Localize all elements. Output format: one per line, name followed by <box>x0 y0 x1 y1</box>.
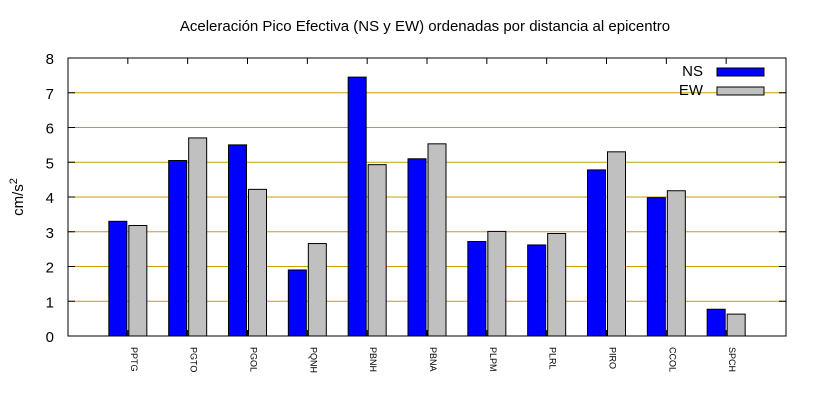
bar-ns-plrl <box>527 244 547 337</box>
y-tick-label: 4 <box>46 190 54 207</box>
bar-ns-piro <box>587 169 606 337</box>
y-tick-label: 6 <box>46 121 54 138</box>
legend-swatch-ew <box>716 86 765 96</box>
y-axis-label-exponent: 2 <box>8 178 20 184</box>
bar-ns-ccol <box>646 197 666 337</box>
legend-label-ew: EW <box>679 82 704 99</box>
bar-ns-pbna <box>407 158 427 337</box>
y-tick-label: 1 <box>46 294 54 311</box>
bar-ew-pgto <box>188 137 208 337</box>
x-tick-label: PIRO <box>608 347 618 369</box>
x-tick-label: PLRL <box>548 347 558 370</box>
bar-ew-plrl <box>547 232 567 337</box>
bar-ew-pptg <box>128 224 148 337</box>
bar-ew-piro <box>607 151 626 337</box>
bar-ew-spch <box>726 313 746 337</box>
y-tick-label: 0 <box>46 329 54 346</box>
x-axis-ticks: PPTG PGTO PGOL PQNH PBNH PBNA PLPM PLRL PIRO CCOL… <box>127 58 737 373</box>
chart-title: Aceleración Pico Efectiva (NS y EW) orde… <box>180 18 670 35</box>
bar-ns-pgol <box>228 144 247 337</box>
y-tick-label: 2 <box>46 260 54 277</box>
bar-ns-pbnh <box>347 76 367 337</box>
bar-ew-pbnh <box>367 164 387 337</box>
x-tick-label: PQNH <box>308 347 318 373</box>
x-tick-label: PBNH <box>368 347 378 372</box>
x-tick-label: PGTO <box>189 347 199 372</box>
bar-ns-spch <box>706 308 726 337</box>
bar-ew-pqnh <box>307 243 327 337</box>
y-tick-label: 5 <box>46 155 54 172</box>
legend-label-ns: NS <box>682 63 703 80</box>
bar-ns-pptg <box>108 220 128 337</box>
bar-ew-pbna <box>427 143 447 337</box>
bars <box>108 76 746 337</box>
y-tick-label: 7 <box>46 86 54 103</box>
y-axis-label-base: cm/s <box>10 184 27 216</box>
gridlines <box>68 92 786 302</box>
y-tick-label: 3 <box>46 225 54 242</box>
x-tick-label: PGOL <box>249 347 259 372</box>
legend: NS EW <box>679 63 765 99</box>
bar-ew-pgol <box>248 188 267 337</box>
x-tick-label: PPTG <box>129 347 139 372</box>
bar-ns-pgto <box>168 160 188 337</box>
x-tick-label: CCOL <box>667 347 677 372</box>
y-axis-ticks: 0 1 2 3 4 5 6 7 8 <box>46 51 786 346</box>
x-tick-label: SPCH <box>727 347 737 372</box>
legend-swatch-ns <box>716 67 765 77</box>
y-axis-label: cm/s2 <box>8 178 27 216</box>
bar-ew-ccol <box>666 190 686 337</box>
bar-ew-plpm <box>487 230 507 337</box>
bar-ns-plpm <box>467 240 487 337</box>
y-tick-label: 8 <box>46 51 54 68</box>
bar-ns-pqnh <box>287 269 307 337</box>
x-tick-label: PLPM <box>488 347 498 372</box>
x-tick-label: PBNA <box>428 347 438 372</box>
